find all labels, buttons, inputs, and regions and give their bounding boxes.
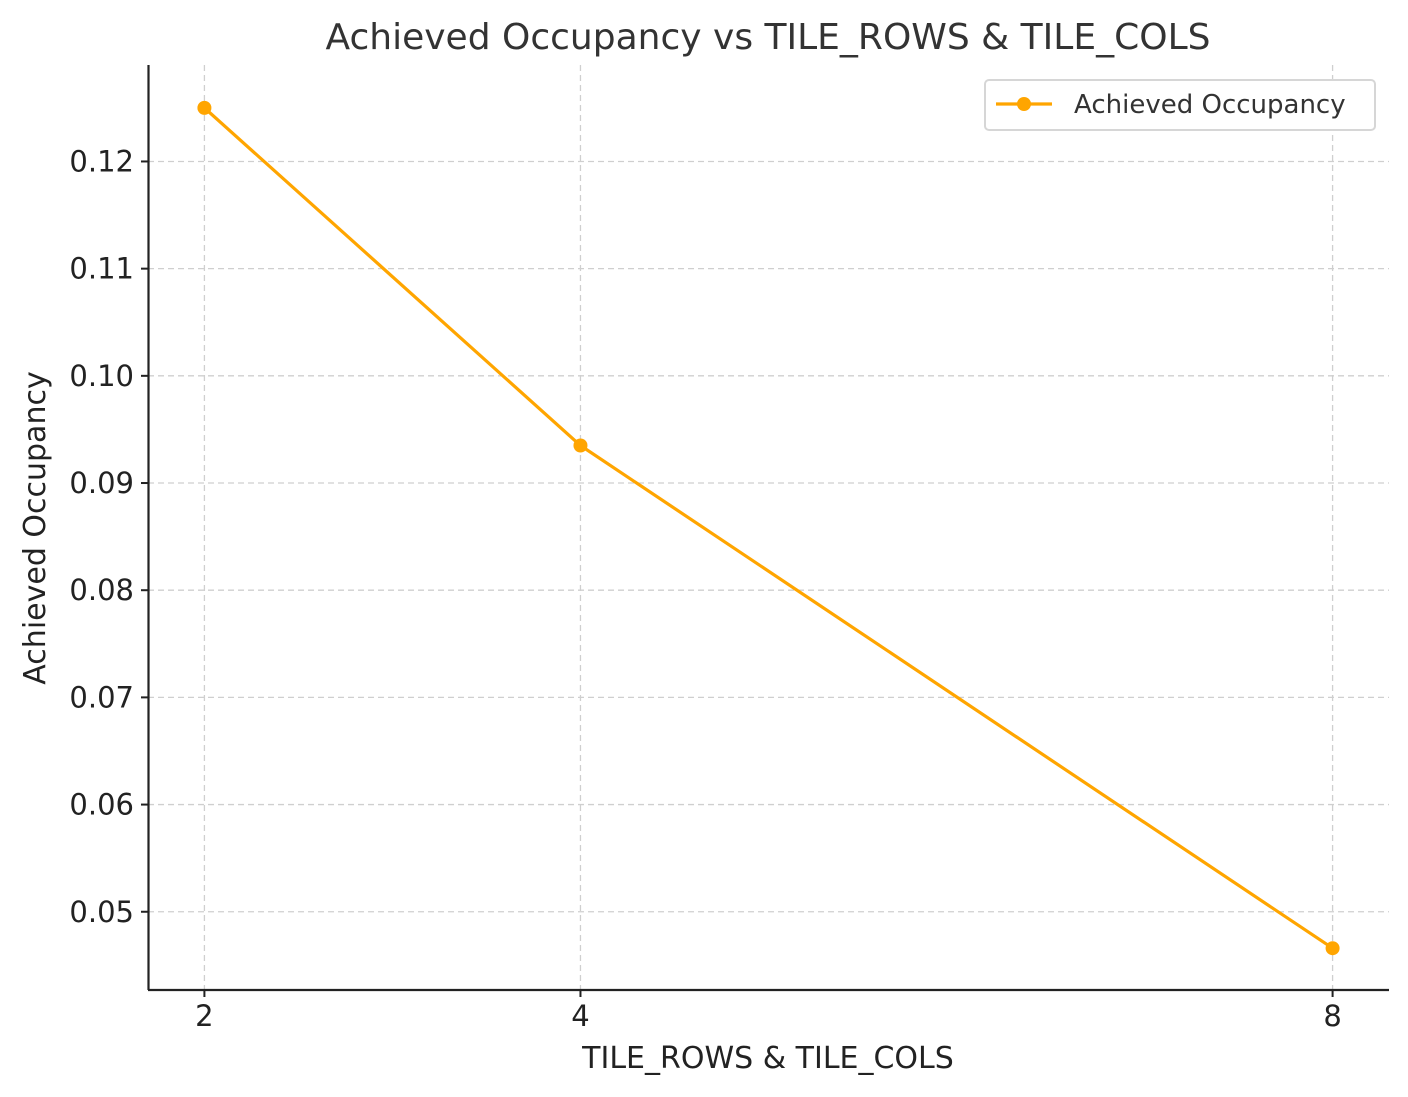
legend-box xyxy=(984,79,1376,131)
y-tick-label-1: 0.06 xyxy=(69,788,134,822)
data-point-0-2 xyxy=(1325,941,1340,956)
legend-label: Achieved Occupancy xyxy=(1074,90,1346,120)
y-tick-label-5: 0.10 xyxy=(69,359,134,393)
x-tick-label-2: 8 xyxy=(1323,999,1341,1033)
axis-ticks: 0.05 0.06 0.07 0.08 0.09 0.10 0.11 0.12 2 4 8 xyxy=(69,144,1341,1033)
x-tick-label-1: 4 xyxy=(571,999,589,1033)
y-tick-label-3: 0.08 xyxy=(69,573,134,607)
series-line-0 xyxy=(202,106,1335,950)
legend: Achieved Occupancy xyxy=(984,79,1376,131)
x-tick-label-0: 2 xyxy=(195,999,213,1033)
x-axis-label: TILE_ROWS & TILE_COLS xyxy=(581,1041,954,1076)
data-point-0-0 xyxy=(197,100,212,115)
y-tick-label-2: 0.07 xyxy=(69,680,134,714)
y-tick-label-0: 0.05 xyxy=(69,895,134,929)
series-layer xyxy=(197,100,1340,956)
legend-marker-swatch xyxy=(1017,97,1031,111)
y-tick-label-7: 0.12 xyxy=(69,144,134,178)
chart-title: Achieved Occupancy vs TILE_ROWS & TILE_C… xyxy=(326,17,1211,58)
y-tick-label-6: 0.11 xyxy=(69,252,134,286)
y-tick-label-4: 0.09 xyxy=(69,466,134,500)
y-axis-label: Achieved Occupancy xyxy=(18,371,53,684)
grid xyxy=(148,65,1389,990)
data-point-0-1 xyxy=(573,438,588,453)
